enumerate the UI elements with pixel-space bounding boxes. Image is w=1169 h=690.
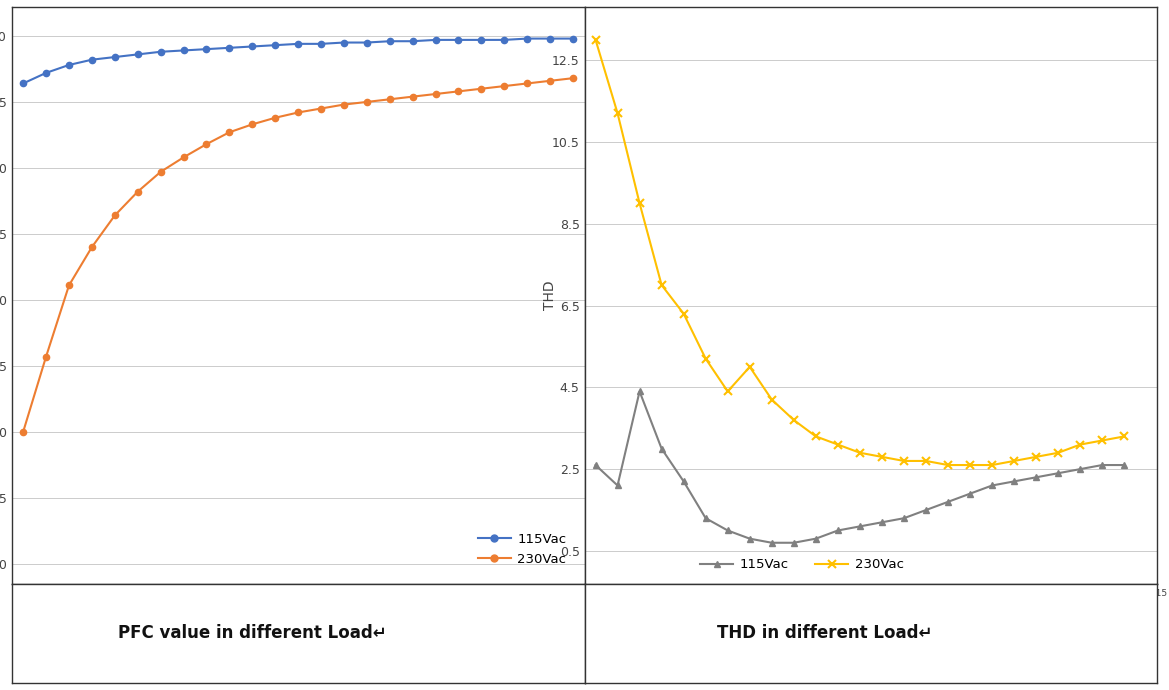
115Vac [655, 444, 669, 453]
Y-axis label: THD: THD [544, 280, 558, 310]
X-axis label: Load(A): Load(A) [271, 604, 325, 618]
230Vac [677, 310, 691, 318]
115Vac [985, 482, 999, 490]
230Vac [1073, 440, 1087, 449]
230Vac [897, 457, 911, 465]
115Vac [919, 506, 933, 514]
115Vac [1095, 461, 1109, 469]
Text: THD in different Load↵: THD in different Load↵ [718, 624, 933, 642]
115Vac [874, 518, 888, 526]
115Vac [1008, 477, 1022, 486]
115Vac [610, 482, 624, 490]
Title: PF VALUE: PF VALUE [243, 0, 353, 1]
230Vac [720, 387, 734, 395]
Legend: 115Vac, 230Vac: 115Vac, 230Vac [700, 558, 904, 571]
230Vac [941, 461, 955, 469]
230Vac [765, 395, 779, 404]
115Vac [897, 514, 911, 522]
115Vac [1073, 465, 1087, 473]
115Vac [1051, 469, 1065, 477]
230Vac [588, 35, 602, 43]
115Vac [787, 539, 801, 547]
230Vac [610, 109, 624, 117]
115Vac [632, 387, 646, 395]
115Vac [765, 539, 779, 547]
230Vac [919, 457, 933, 465]
115Vac [1118, 461, 1132, 469]
230Vac [853, 448, 867, 457]
230Vac [1051, 448, 1065, 457]
230Vac [831, 440, 845, 449]
Text: PFC value in different Load↵: PFC value in different Load↵ [118, 624, 387, 642]
X-axis label: Load(A): Load(A) [844, 632, 898, 647]
230Vac [742, 363, 756, 371]
115Vac [941, 497, 955, 506]
230Vac [985, 461, 999, 469]
230Vac [1008, 457, 1022, 465]
115Vac [963, 489, 977, 497]
230Vac [809, 432, 823, 440]
230Vac [699, 355, 713, 363]
115Vac [742, 535, 756, 543]
230Vac [963, 461, 977, 469]
115Vac [588, 461, 602, 469]
230Vac [655, 281, 669, 289]
115Vac [699, 514, 713, 522]
115Vac [720, 526, 734, 535]
230Vac [874, 453, 888, 461]
230Vac [1029, 453, 1043, 461]
Title: THD VS Load: THD VS Load [794, 0, 948, 1]
230Vac [1095, 436, 1109, 444]
115Vac [853, 522, 867, 531]
115Vac [1029, 473, 1043, 482]
Legend: 115Vac, 230Vac: 115Vac, 230Vac [478, 533, 567, 566]
115Vac [831, 526, 845, 535]
Line: 230Vac: 230Vac [592, 35, 1128, 469]
230Vac [1118, 432, 1132, 440]
Line: 115Vac: 115Vac [592, 388, 1128, 546]
230Vac [632, 199, 646, 208]
230Vac [787, 416, 801, 424]
115Vac [677, 477, 691, 486]
115Vac [809, 535, 823, 543]
